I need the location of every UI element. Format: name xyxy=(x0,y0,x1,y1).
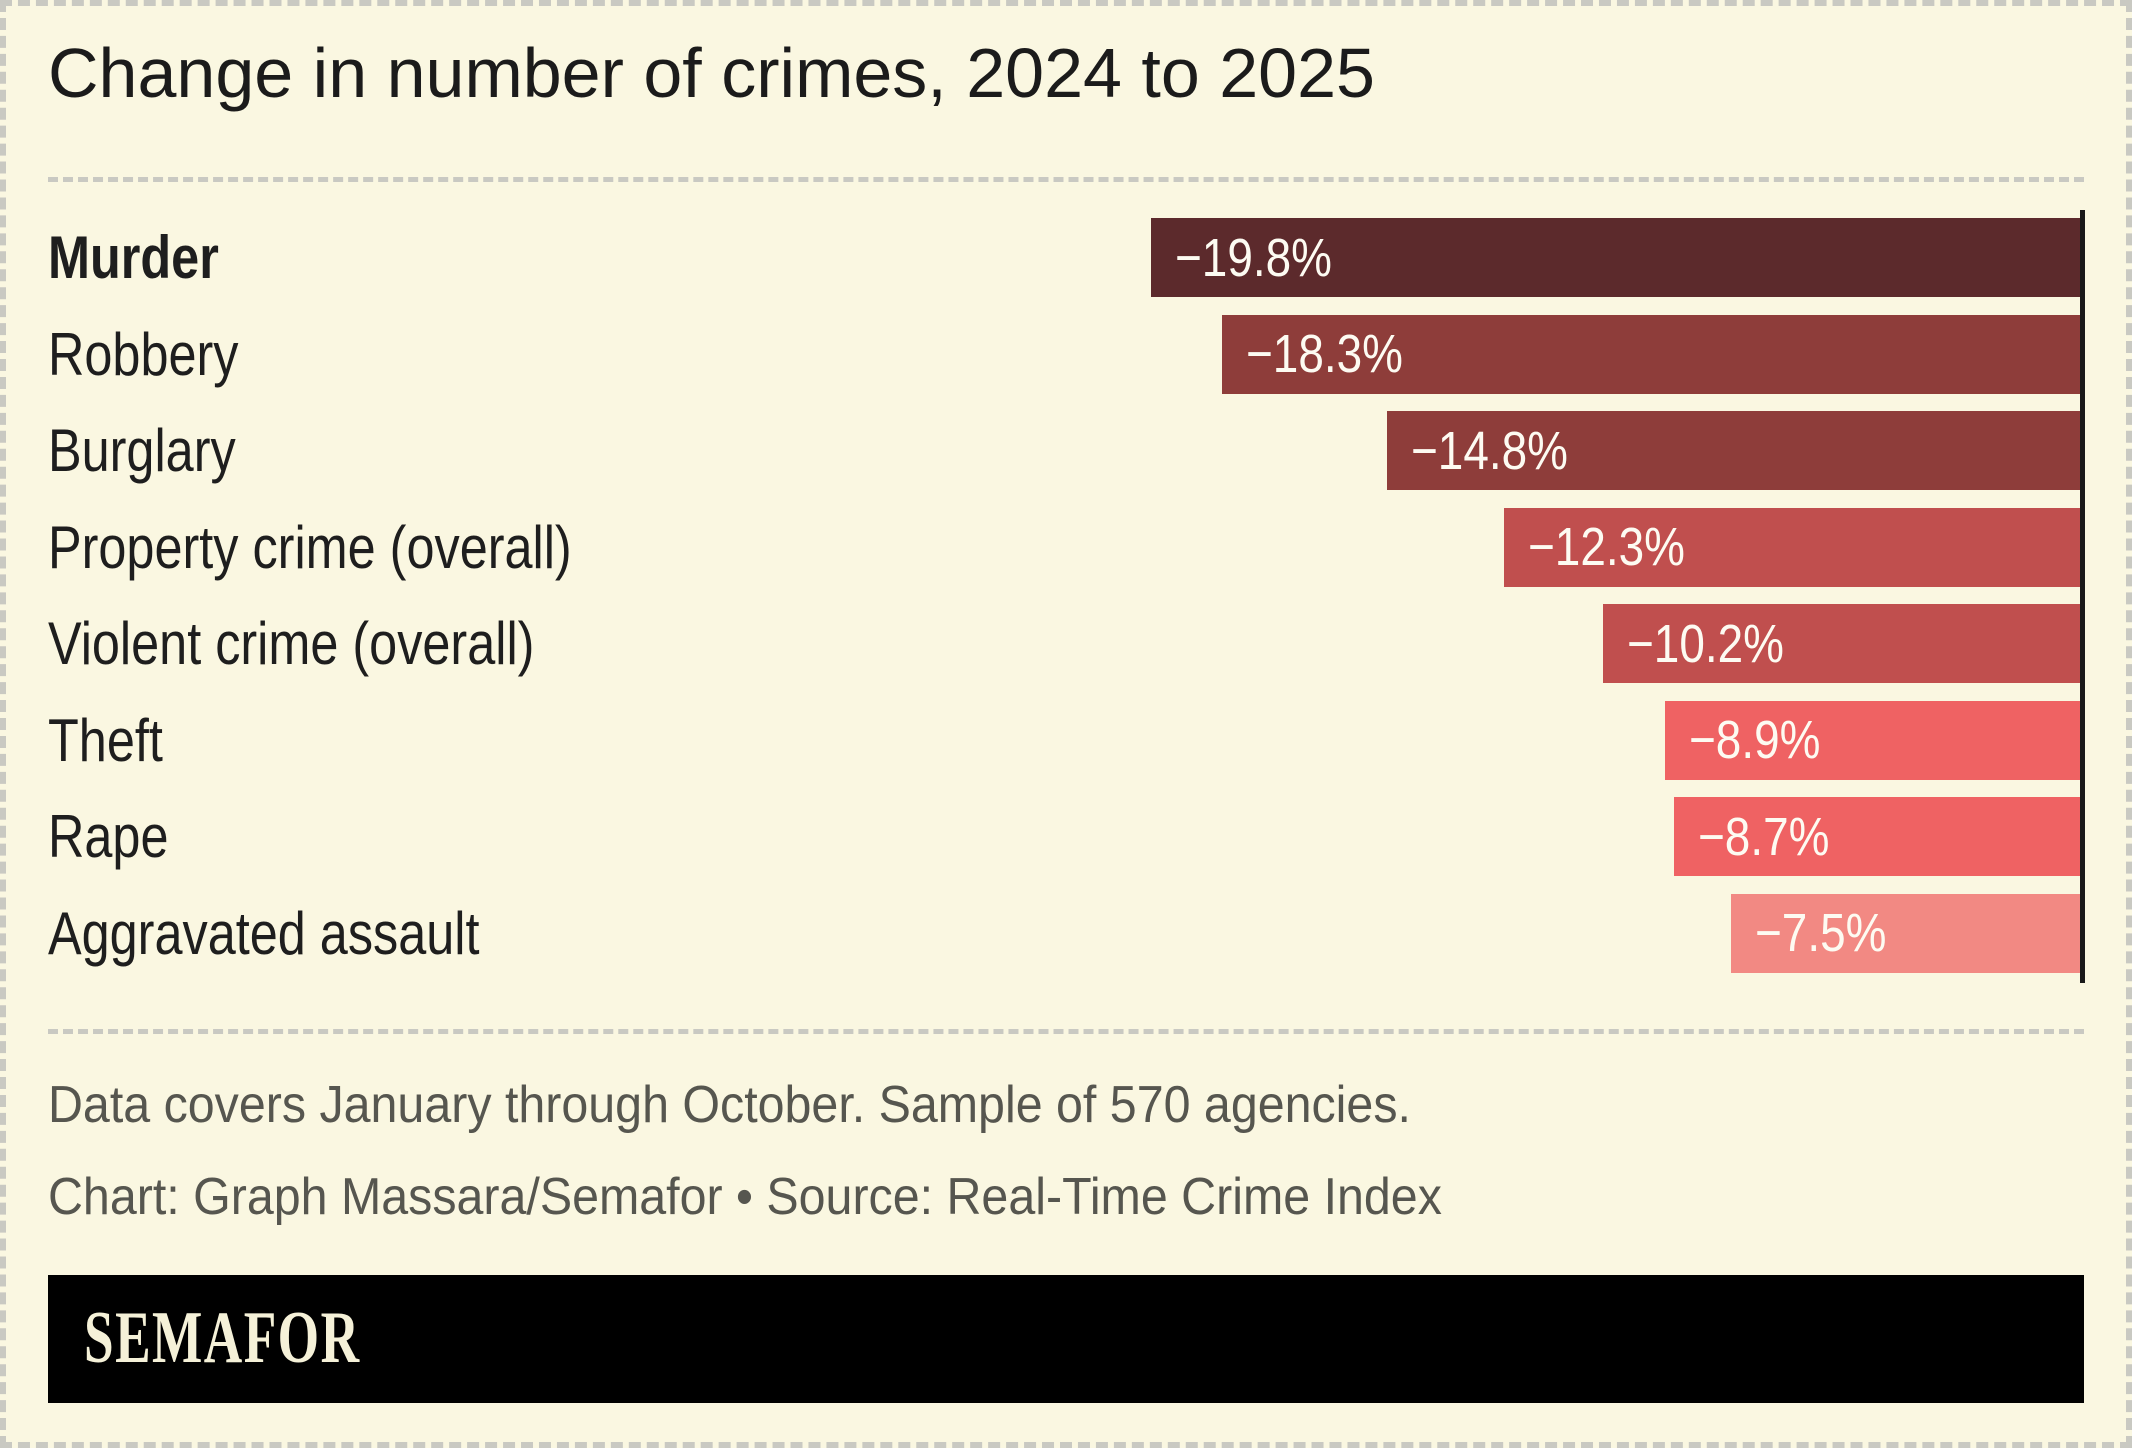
chart-row: Robbery −18.3% xyxy=(48,314,2084,394)
chart-row: Aggravated assault −7.5% xyxy=(48,893,2084,973)
bar: −8.7% xyxy=(1674,797,2084,876)
bar: −14.8% xyxy=(1387,411,2084,490)
bar-chart: Murder −19.8% Robbery −18.3% Burglary −1… xyxy=(48,182,2085,983)
semafor-wordmark: SEMAFOR xyxy=(84,1297,361,1379)
divider-top xyxy=(48,177,2084,182)
chart-title: Change in number of crimes, 2024 to 2025 xyxy=(48,34,1375,112)
chart-row: Theft −8.9% xyxy=(48,700,2084,780)
bar: −18.3% xyxy=(1222,314,2084,394)
bar: −8.9% xyxy=(1665,700,2084,780)
category-label: Aggravated assault xyxy=(48,899,480,967)
bar: −7.5% xyxy=(1731,893,2084,973)
chart-row: Murder −19.8% xyxy=(48,218,2084,297)
credit-text: Chart: Graph Massara/Semafor • Source: R… xyxy=(48,1167,1442,1226)
chart-row: Violent crime (overall) −10.2% xyxy=(48,604,2084,683)
chart-row: Property crime (overall) −12.3% xyxy=(48,507,2084,587)
bar-value-label: −12.3% xyxy=(1528,517,1685,577)
bar-value-label: −19.8% xyxy=(1175,227,1332,288)
zero-axis-line xyxy=(2080,210,2085,983)
footnote-data-coverage: Data covers January through October. Sam… xyxy=(48,1077,2084,1133)
bar: −10.2% xyxy=(1603,604,2084,683)
category-label: Theft xyxy=(48,706,163,774)
category-label: Robbery xyxy=(48,320,239,388)
bar-value-label: −8.9% xyxy=(1689,710,1821,770)
bar-value-label: −14.8% xyxy=(1411,420,1568,481)
bar: −12.3% xyxy=(1504,507,2084,587)
semafor-logo-bar: SEMAFOR xyxy=(48,1274,2084,1403)
category-label: Rape xyxy=(48,803,169,870)
chart-row: Burglary −14.8% xyxy=(48,411,2084,490)
bar-value-label: −10.2% xyxy=(1627,613,1784,674)
category-label: Property crime (overall) xyxy=(48,513,572,581)
category-label: Murder xyxy=(48,224,219,291)
category-label: Violent crime (overall) xyxy=(48,610,535,677)
footnote-credit-source: Chart: Graph Massara/Semafor • Source: R… xyxy=(48,1169,2084,1225)
chart-row: Rape −8.7% xyxy=(48,797,2084,876)
bar: −19.8% xyxy=(1151,218,2084,297)
bar-value-label: −8.7% xyxy=(1698,806,1830,867)
category-label: Burglary xyxy=(48,417,236,484)
chart-rows: Murder −19.8% Robbery −18.3% Burglary −1… xyxy=(48,218,2084,973)
footnote-text: Data covers January through October. Sam… xyxy=(48,1075,1411,1134)
bar-value-label: −18.3% xyxy=(1246,324,1403,384)
bar-value-label: −7.5% xyxy=(1755,903,1887,963)
divider-bottom xyxy=(48,1028,2084,1034)
